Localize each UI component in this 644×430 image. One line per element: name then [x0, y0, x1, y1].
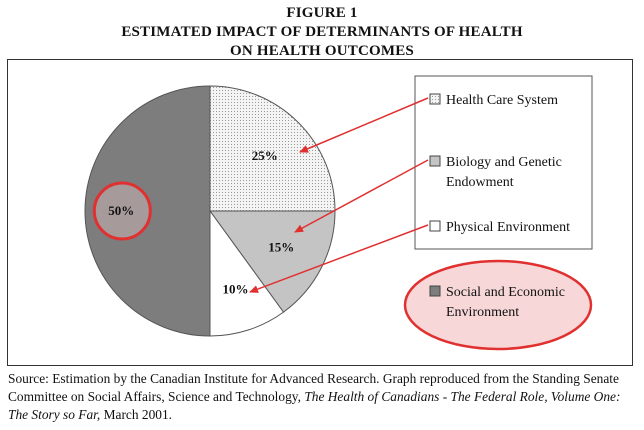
- legend-highlight-ellipse: [403, 259, 593, 351]
- figure-title-line-1: ESTIMATED IMPACT OF DETERMINANTS OF HEAL…: [121, 24, 523, 40]
- pie-slice-biology-and-genetic-endowment: [209, 210, 336, 313]
- legend-arrows: [249, 97, 429, 293]
- highlights: [92, 181, 152, 241]
- legend-arrow-physical-environment: [249, 224, 429, 293]
- slice-labels: 25% 15% 10% 50%: [108, 148, 294, 296]
- pie-slice-health-care-system: [209, 85, 336, 212]
- legend-label-health-care-system: Health Care System: [446, 93, 558, 108]
- figure-label: FIGURE 1: [286, 5, 358, 21]
- slice-value-label-health-care-system: 25%: [252, 148, 278, 163]
- source-text-1: Source: Estimation by the Canadian Insti…: [8, 371, 619, 404]
- pie-slice-physical-environment: [209, 209, 285, 337]
- legend-label-line2-biology-and-genetic-endowment: Endowment: [446, 175, 514, 190]
- legend-arrow-biology-and-genetic-endowment: [294, 159, 429, 233]
- slice-value-label-biology-and-genetic-endowment: 15%: [268, 239, 294, 254]
- legend: Health Care System Biology and Genetic End…: [403, 75, 593, 351]
- legend-swatch-physical-environment: [429, 220, 441, 232]
- legend-label-line2-social-and-economic-environment: Environment: [446, 305, 519, 320]
- source-text-2: March 2001.: [100, 407, 173, 422]
- legend-box: [414, 75, 593, 250]
- legend-arrow-health-care-system: [299, 97, 429, 153]
- source-italic-title: The Health of Canadians - The Federal Ro…: [8, 389, 621, 422]
- source-note: Source: Estimation by the Canadian Insti…: [8, 370, 640, 424]
- slice-value-label-physical-environment: 10%: [223, 282, 249, 297]
- highlight-circle-50: [92, 181, 152, 241]
- legend-label-biology-and-genetic-endowment: Biology and Genetic: [446, 155, 562, 170]
- legend-label-physical-environment: Physical Environment: [446, 220, 570, 235]
- legend-label-social-and-economic-environment: Social and Economic: [446, 285, 565, 300]
- legend-swatch-health-care-system: [429, 93, 441, 105]
- slice-value-label-social-and-economic-environment: 50%: [108, 203, 134, 218]
- figure-title-line-2: ON HEALTH OUTCOMES: [230, 43, 414, 59]
- pie-slices: [84, 85, 336, 337]
- pie-slice-social-and-economic-environment: [84, 85, 211, 337]
- legend-swatch-biology-and-genetic-endowment: [429, 155, 441, 167]
- figure-title-block: FIGURE 1 ESTIMATED IMPACT OF DETERMINANT…: [0, 4, 644, 61]
- legend-swatch-social-and-economic-environment: [429, 285, 441, 297]
